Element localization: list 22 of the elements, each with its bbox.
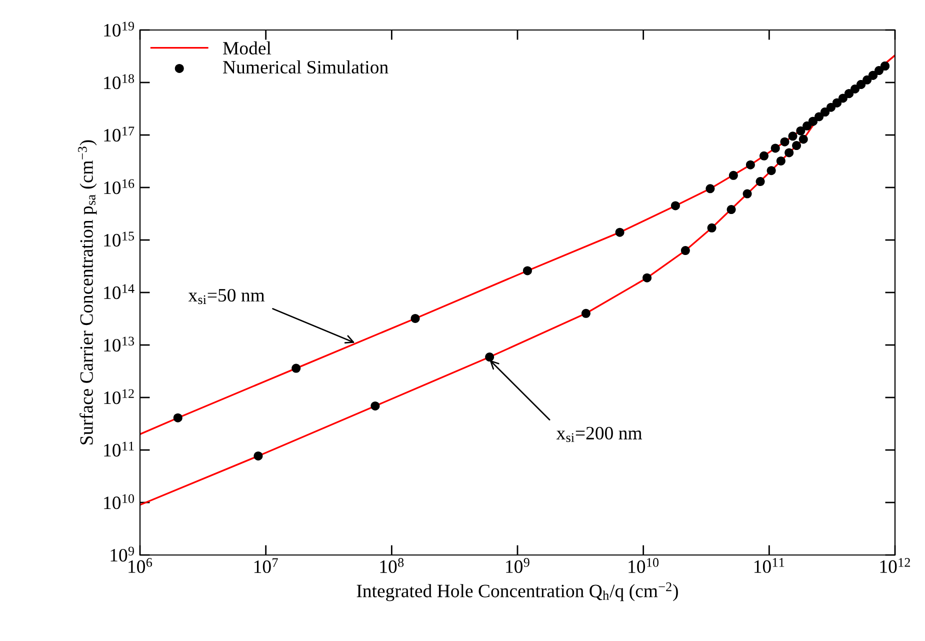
x-tick-label: 10$^{11}$ — [754, 558, 784, 573]
y-tick-label: 10$^{18}$ — [104, 74, 134, 90]
y-tick-label: 10$^{16}$ — [104, 179, 134, 194]
annotation: x$_{si}$=200 nm — [556, 426, 642, 442]
y-tick-label: 10$^{14}$ — [104, 284, 134, 300]
x-tick-label: 10$^{10}$ — [628, 558, 659, 573]
x-tick-label: 10$^{7}$ — [254, 558, 278, 574]
y-tick-label: 10$^{10}$ — [104, 494, 134, 510]
x-axis-title: Integrated Hole Concentration Q$_{h}$/q (cm$^{−2}$) — [356, 582, 678, 602]
y-tick-label: 10$^{13}$ — [104, 336, 134, 352]
y-axis-title: Surface Carrier Concentration p$_{sa}$ (cm$^{−3}$) — [78, 140, 97, 444]
x-tick-label: 10$^{12}$ — [880, 558, 910, 573]
y-tick-label: 10$^{17}$ — [104, 126, 134, 142]
y-tick-label: 10$^{15}$ — [104, 232, 134, 247]
legend-label: Model — [223, 41, 272, 55]
legend-label: Numerical Simulation — [223, 60, 388, 74]
annotation: x$_{si}$=50 nm — [188, 288, 265, 304]
y-tick-label: 10$^{11}$ — [104, 442, 134, 457]
y-tick-label: 10$^{12}$ — [104, 389, 134, 404]
x-tick-label: 10$^{9}$ — [506, 558, 530, 573]
x-tick-label: 10$^{8}$ — [380, 558, 404, 573]
y-tick-label: 10$^{19}$ — [104, 22, 134, 37]
